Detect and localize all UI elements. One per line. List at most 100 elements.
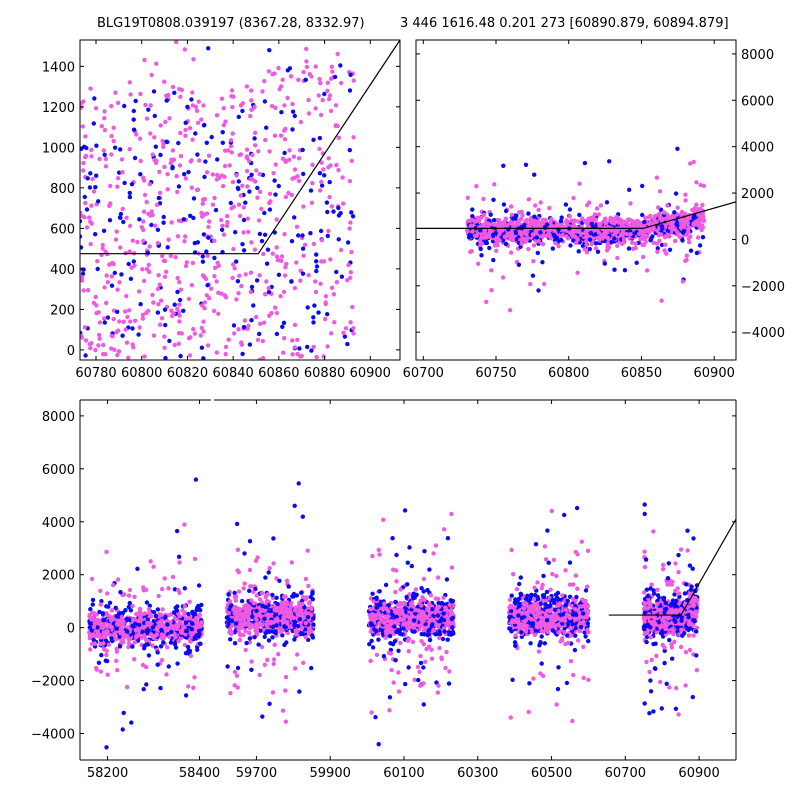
zoom-left-point-series_b: [214, 350, 219, 355]
zoom-right-point-series_b: [488, 228, 493, 233]
full-point-series_b: [394, 579, 399, 584]
zoom-right-point-series_b: [556, 243, 561, 249]
zoom-right-point-series_b: [664, 251, 669, 256]
full-point-series_b: [283, 674, 289, 680]
full-point-series_a: [150, 625, 155, 630]
full-point-series_b: [180, 608, 185, 613]
zoom-left-point-series_b: [103, 156, 109, 162]
zoom-right-point-series_b: [538, 200, 543, 205]
zoom-left-point-series_b: [329, 285, 335, 290]
zoom-right-point-series_a: [559, 215, 564, 220]
zoom-right-point-series_b: [657, 238, 662, 243]
zoom-left-point-series_a: [189, 97, 194, 102]
zoom-left-point-series_b: [132, 263, 137, 268]
full-point-series_b: [98, 588, 103, 593]
zoom-left-point-series_a: [292, 113, 297, 119]
zoom-right-point-series_b: [614, 214, 619, 220]
full-point-series_b: [166, 586, 171, 591]
zoom-left-point-series_a: [172, 90, 177, 96]
zoom-left-point-series_a: [170, 164, 175, 170]
zoom-left-point-series_a: [240, 108, 245, 114]
zoom-left-point-series_a: [290, 109, 296, 114]
zoom-right-point-series_b: [680, 279, 686, 284]
zoom-right-point-series_b: [681, 224, 687, 230]
full-point-series_b: [161, 622, 166, 628]
zoom-left-point-series_b: [114, 229, 119, 234]
zoom-left-point-series_b: [292, 322, 298, 328]
full-point-series_b: [231, 607, 236, 612]
zoom-left-point-series_b: [80, 333, 84, 338]
zoom-left-point-series_b: [140, 312, 146, 317]
zoom-left-point-series_b: [282, 336, 287, 341]
full-point-series_b: [177, 620, 182, 626]
zoom-right-point-series_b: [599, 233, 604, 238]
zoom-right-xtick-60850-label: 60850: [621, 366, 662, 381]
full-point-series_b: [269, 619, 274, 625]
zoom-right-ytick-8000-label: 8000: [741, 48, 774, 63]
full-point-series_b: [300, 601, 305, 607]
full-point-series_b: [166, 613, 172, 618]
zoom-left-point-series_b: [267, 191, 273, 196]
full-point-series_b: [188, 653, 194, 659]
full-lightcurve-points: [87, 477, 700, 750]
zoom-left-point-series_a: [94, 143, 99, 148]
zoom-right-point-series_a: [483, 238, 489, 244]
zoom-left-point-series_b: [351, 135, 356, 140]
zoom-left-point-series_b: [257, 357, 262, 360]
full-point-series_b: [266, 612, 271, 617]
zoom-left-point-series_b: [196, 99, 201, 104]
zoom-left-point-series_b: [232, 266, 237, 271]
zoom-left-point-series_a: [322, 91, 327, 97]
zoom-left-point-series_b: [182, 47, 187, 52]
zoom-left-point-series_b: [317, 76, 322, 82]
full-point-series_a: [123, 608, 128, 613]
zoom-right-point-series_a: [587, 237, 593, 242]
zoom-left-point-series_b: [131, 345, 136, 350]
zoom-left-point-series_b: [313, 279, 318, 284]
zoom-left-xtick-60820-label: 60820: [167, 366, 208, 381]
full-point-series_a: [247, 636, 252, 641]
zoom-left-point-series_a: [345, 240, 351, 245]
zoom-left-point-series_b: [146, 262, 151, 268]
zoom-right-point-series_b: [630, 240, 635, 245]
zoom-right-xtick-60800-label: 60800: [548, 366, 589, 381]
full-point-series_a: [158, 685, 163, 691]
full-point-series_a: [232, 590, 237, 596]
full-point-series_a: [90, 602, 96, 607]
zoom-left-point-series_b: [338, 247, 344, 253]
zoom-right-point-series_b: [662, 235, 668, 240]
zoom-left-point-series_b: [190, 137, 195, 142]
full-point-series_b: [249, 659, 254, 664]
full-point-series_b: [236, 612, 241, 617]
zoom-left-point-series_b: [295, 174, 300, 179]
zoom-left-point-series_b: [351, 331, 356, 336]
full-point-series_b: [105, 613, 110, 618]
zoom-left-point-series_b: [282, 137, 288, 142]
zoom-right-point-series_a: [540, 260, 545, 265]
zoom-right-point-series_b: [701, 218, 706, 223]
full-point-series_b: [106, 642, 112, 647]
zoom-left-point-series_b: [253, 179, 258, 184]
zoom-left-point-series_b: [84, 225, 90, 230]
full-point-series_b: [176, 587, 181, 593]
zoom-left-point-series_a: [234, 259, 239, 264]
full-point-series_a: [161, 640, 166, 645]
full-point-series_a: [87, 625, 93, 630]
zoom-left-point-series_a: [176, 140, 181, 146]
full-point-series_a: [266, 629, 272, 634]
full-point-series_b: [288, 607, 293, 612]
zoom-right-point-series_a: [501, 163, 506, 168]
zoom-left-point-series_a: [273, 192, 278, 197]
zoom-right-point-series_b: [604, 220, 609, 226]
full-point-series_b: [262, 662, 267, 667]
zoom-left-point-series_a: [127, 190, 132, 196]
zoom-left-point-series_b: [254, 314, 259, 320]
zoom-left-point-series_a: [107, 218, 113, 223]
full-point-series_b: [104, 549, 109, 555]
full-point-series_a: [197, 641, 203, 646]
zoom-left-point-series_b: [149, 72, 154, 78]
full-point-series_b: [232, 594, 238, 599]
zoom-left-point-series_b: [141, 175, 146, 180]
zoom-right-point-series_b: [644, 268, 650, 273]
zoom-left-point-series_b: [213, 265, 218, 270]
